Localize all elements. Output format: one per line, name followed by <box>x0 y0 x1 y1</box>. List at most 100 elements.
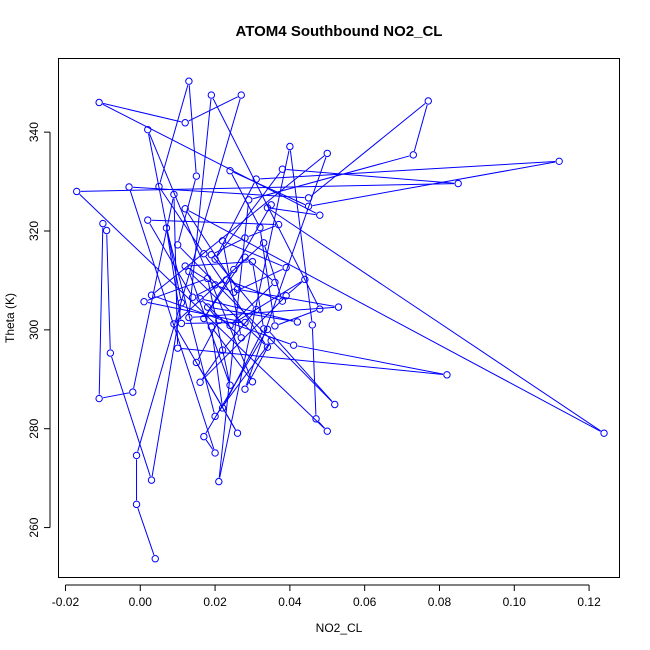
data-point <box>162 224 171 232</box>
data-point <box>95 98 103 107</box>
series-segment <box>229 280 279 301</box>
data-point <box>125 183 133 191</box>
series-segment <box>111 356 151 477</box>
data-point <box>144 216 152 224</box>
data-point <box>155 182 163 191</box>
series-segment <box>102 392 129 399</box>
data-point <box>211 412 219 421</box>
series-segment <box>98 227 104 395</box>
data-point <box>555 157 563 166</box>
data-point <box>147 476 156 484</box>
data-point <box>173 344 182 352</box>
data-point <box>252 175 260 183</box>
series-segment <box>233 281 302 324</box>
data-point <box>226 381 234 389</box>
series-segment <box>224 312 255 348</box>
data-point <box>454 179 462 188</box>
series-segment <box>311 328 317 415</box>
series-segment <box>245 157 327 386</box>
data-point <box>278 165 287 173</box>
series-segment <box>286 169 455 184</box>
data-point <box>185 77 193 85</box>
data-point <box>316 305 324 313</box>
data-point <box>267 337 275 345</box>
data-point <box>331 400 339 409</box>
series-segment <box>189 275 230 382</box>
data-point <box>218 346 227 354</box>
data-point <box>170 190 178 199</box>
data-point <box>304 202 313 210</box>
series-segment <box>129 190 215 450</box>
data-point <box>241 385 249 393</box>
data-point <box>218 404 227 412</box>
data-point <box>215 477 223 486</box>
series-segment <box>264 246 282 298</box>
data-point <box>271 322 279 330</box>
data-point <box>185 267 193 276</box>
series-segment <box>217 172 281 257</box>
x-axis-label: NO2_CL <box>316 621 363 635</box>
series-segment <box>148 133 252 379</box>
data-point <box>177 298 186 307</box>
y-tick-label: 300 <box>27 320 41 340</box>
x-tick-label: 0.00 <box>129 595 153 609</box>
series-segment <box>203 299 294 322</box>
series-segment <box>297 345 444 375</box>
data-point <box>181 262 189 270</box>
series-segment <box>180 247 333 402</box>
series-segment <box>248 225 276 237</box>
data-point <box>241 234 249 242</box>
series-segment <box>233 171 306 206</box>
series-segment <box>232 284 273 324</box>
series-segment <box>106 234 111 350</box>
series-segment <box>188 85 197 173</box>
series-segment <box>175 327 236 430</box>
data-point <box>215 316 223 325</box>
series-segment <box>188 96 238 122</box>
series-segment <box>191 273 265 345</box>
y-tick-label: 280 <box>27 418 41 438</box>
series-segment <box>289 150 313 322</box>
data-point <box>132 500 141 509</box>
data-point <box>222 276 231 284</box>
series-segment <box>288 281 303 294</box>
data-point <box>211 255 219 263</box>
data-point <box>207 91 216 99</box>
series-segment <box>413 104 428 152</box>
series-segment <box>147 301 242 323</box>
data-point <box>151 555 159 563</box>
data-point <box>226 166 234 175</box>
data-point <box>192 172 201 180</box>
series-segment <box>178 179 196 242</box>
series-segment <box>214 239 242 254</box>
data-point <box>140 297 148 306</box>
data-point <box>211 449 219 457</box>
data-point <box>144 125 152 134</box>
data-point <box>211 281 219 289</box>
series-segment <box>318 421 325 429</box>
data-point <box>252 305 260 314</box>
data-point <box>230 288 238 296</box>
data-point <box>218 237 227 245</box>
data-point <box>237 91 245 99</box>
data-point <box>173 241 182 249</box>
data-point <box>316 211 324 219</box>
series-segment <box>205 256 266 345</box>
y-tick-label: 260 <box>27 517 41 537</box>
x-tick-label: 0.04 <box>278 595 302 609</box>
data-point <box>102 226 111 235</box>
series-segment <box>252 155 410 200</box>
data-point <box>170 320 178 328</box>
series-segment <box>151 219 275 225</box>
y-tick-label: 340 <box>27 122 41 142</box>
data-point <box>304 194 313 202</box>
data-point <box>256 223 264 232</box>
series-segment <box>235 208 270 267</box>
data-point <box>147 291 156 299</box>
data-point <box>203 303 212 311</box>
series-segment <box>197 323 218 360</box>
data-point <box>409 151 417 159</box>
data-point <box>308 321 317 329</box>
data-point <box>196 295 204 303</box>
data-point <box>230 265 238 274</box>
